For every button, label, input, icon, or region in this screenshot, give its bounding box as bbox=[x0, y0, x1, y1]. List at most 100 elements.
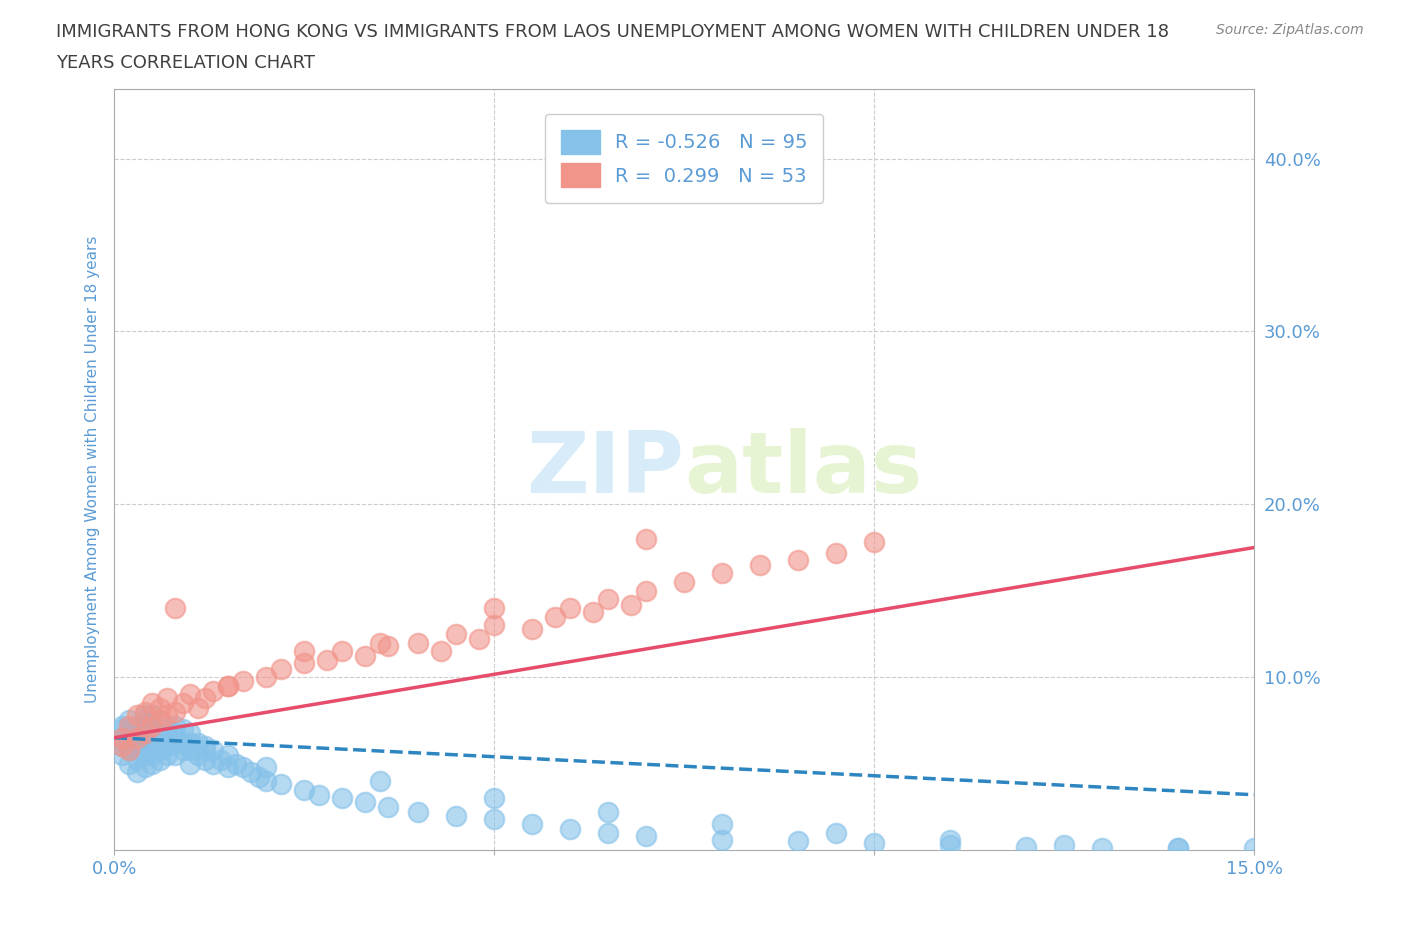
Point bbox=[1167, 841, 1189, 856]
Point bbox=[141, 748, 163, 763]
Point bbox=[232, 760, 254, 775]
Point bbox=[225, 756, 247, 771]
Point bbox=[111, 730, 134, 745]
Point bbox=[149, 752, 172, 767]
Point bbox=[163, 718, 186, 733]
Point bbox=[711, 817, 734, 831]
Point bbox=[134, 739, 156, 754]
Point bbox=[194, 742, 217, 757]
Point bbox=[141, 708, 163, 723]
Point bbox=[270, 777, 292, 791]
Text: IMMIGRANTS FROM HONG KONG VS IMMIGRANTS FROM LAOS UNEMPLOYMENT AMONG WOMEN WITH : IMMIGRANTS FROM HONG KONG VS IMMIGRANTS … bbox=[56, 23, 1170, 41]
Point bbox=[354, 794, 377, 809]
Point bbox=[163, 704, 186, 719]
Text: atlas: atlas bbox=[685, 428, 922, 512]
Point bbox=[187, 736, 209, 751]
Point bbox=[179, 687, 201, 702]
Point bbox=[134, 722, 156, 737]
Point bbox=[134, 704, 156, 719]
Point bbox=[201, 756, 224, 771]
Point bbox=[939, 837, 962, 852]
Point bbox=[125, 752, 148, 767]
Point bbox=[482, 812, 505, 827]
Point bbox=[134, 748, 156, 763]
Point bbox=[636, 583, 658, 598]
Point bbox=[172, 736, 194, 751]
Point bbox=[520, 621, 543, 636]
Point bbox=[141, 718, 163, 733]
Point bbox=[217, 748, 239, 763]
Point bbox=[149, 713, 172, 728]
Y-axis label: Unemployment Among Women with Children Under 18 years: Unemployment Among Women with Children U… bbox=[86, 236, 100, 703]
Point bbox=[149, 742, 172, 757]
Point bbox=[111, 722, 134, 737]
Point bbox=[368, 774, 391, 789]
Point bbox=[125, 730, 148, 745]
Point bbox=[620, 597, 643, 612]
Point bbox=[673, 575, 696, 590]
Point bbox=[468, 631, 491, 646]
Point bbox=[134, 725, 156, 740]
Point bbox=[254, 760, 277, 775]
Point bbox=[406, 804, 429, 819]
Point bbox=[598, 592, 620, 607]
Point bbox=[254, 670, 277, 684]
Point bbox=[787, 834, 810, 849]
Point bbox=[787, 552, 810, 567]
Point bbox=[544, 609, 567, 624]
Text: Source: ZipAtlas.com: Source: ZipAtlas.com bbox=[1216, 23, 1364, 37]
Point bbox=[118, 725, 141, 740]
Point bbox=[141, 756, 163, 771]
Point bbox=[560, 601, 582, 616]
Point bbox=[308, 788, 330, 803]
Point bbox=[163, 748, 186, 763]
Point bbox=[111, 730, 134, 745]
Point bbox=[118, 718, 141, 733]
Point bbox=[134, 760, 156, 775]
Point bbox=[749, 557, 772, 572]
Point bbox=[201, 684, 224, 698]
Point bbox=[209, 752, 232, 767]
Point bbox=[156, 690, 179, 705]
Point bbox=[149, 725, 172, 740]
Point bbox=[156, 708, 179, 723]
Point bbox=[520, 817, 543, 831]
Point bbox=[406, 635, 429, 650]
Point bbox=[111, 739, 134, 754]
Point bbox=[939, 832, 962, 847]
Point bbox=[292, 644, 315, 658]
Point bbox=[1243, 841, 1265, 856]
Point bbox=[179, 736, 201, 751]
Point bbox=[368, 635, 391, 650]
Point bbox=[111, 718, 134, 733]
Point bbox=[598, 804, 620, 819]
Point bbox=[444, 808, 467, 823]
Point bbox=[125, 742, 148, 757]
Point bbox=[179, 742, 201, 757]
Point bbox=[125, 718, 148, 733]
Point bbox=[141, 739, 163, 754]
Point bbox=[292, 782, 315, 797]
Point bbox=[163, 725, 186, 740]
Point bbox=[598, 825, 620, 840]
Point bbox=[172, 742, 194, 757]
Point bbox=[134, 730, 156, 745]
Point bbox=[217, 678, 239, 693]
Point bbox=[482, 601, 505, 616]
Point bbox=[125, 764, 148, 779]
Point bbox=[636, 531, 658, 546]
Point bbox=[560, 822, 582, 837]
Point bbox=[1167, 841, 1189, 856]
Point bbox=[149, 701, 172, 716]
Text: YEARS CORRELATION CHART: YEARS CORRELATION CHART bbox=[56, 54, 315, 72]
Point bbox=[330, 644, 353, 658]
Point bbox=[711, 832, 734, 847]
Point bbox=[179, 756, 201, 771]
Point bbox=[156, 739, 179, 754]
Point bbox=[149, 713, 172, 728]
Point bbox=[194, 690, 217, 705]
Point bbox=[232, 673, 254, 688]
Point bbox=[134, 708, 156, 723]
Point bbox=[863, 836, 886, 851]
Point bbox=[316, 653, 339, 668]
